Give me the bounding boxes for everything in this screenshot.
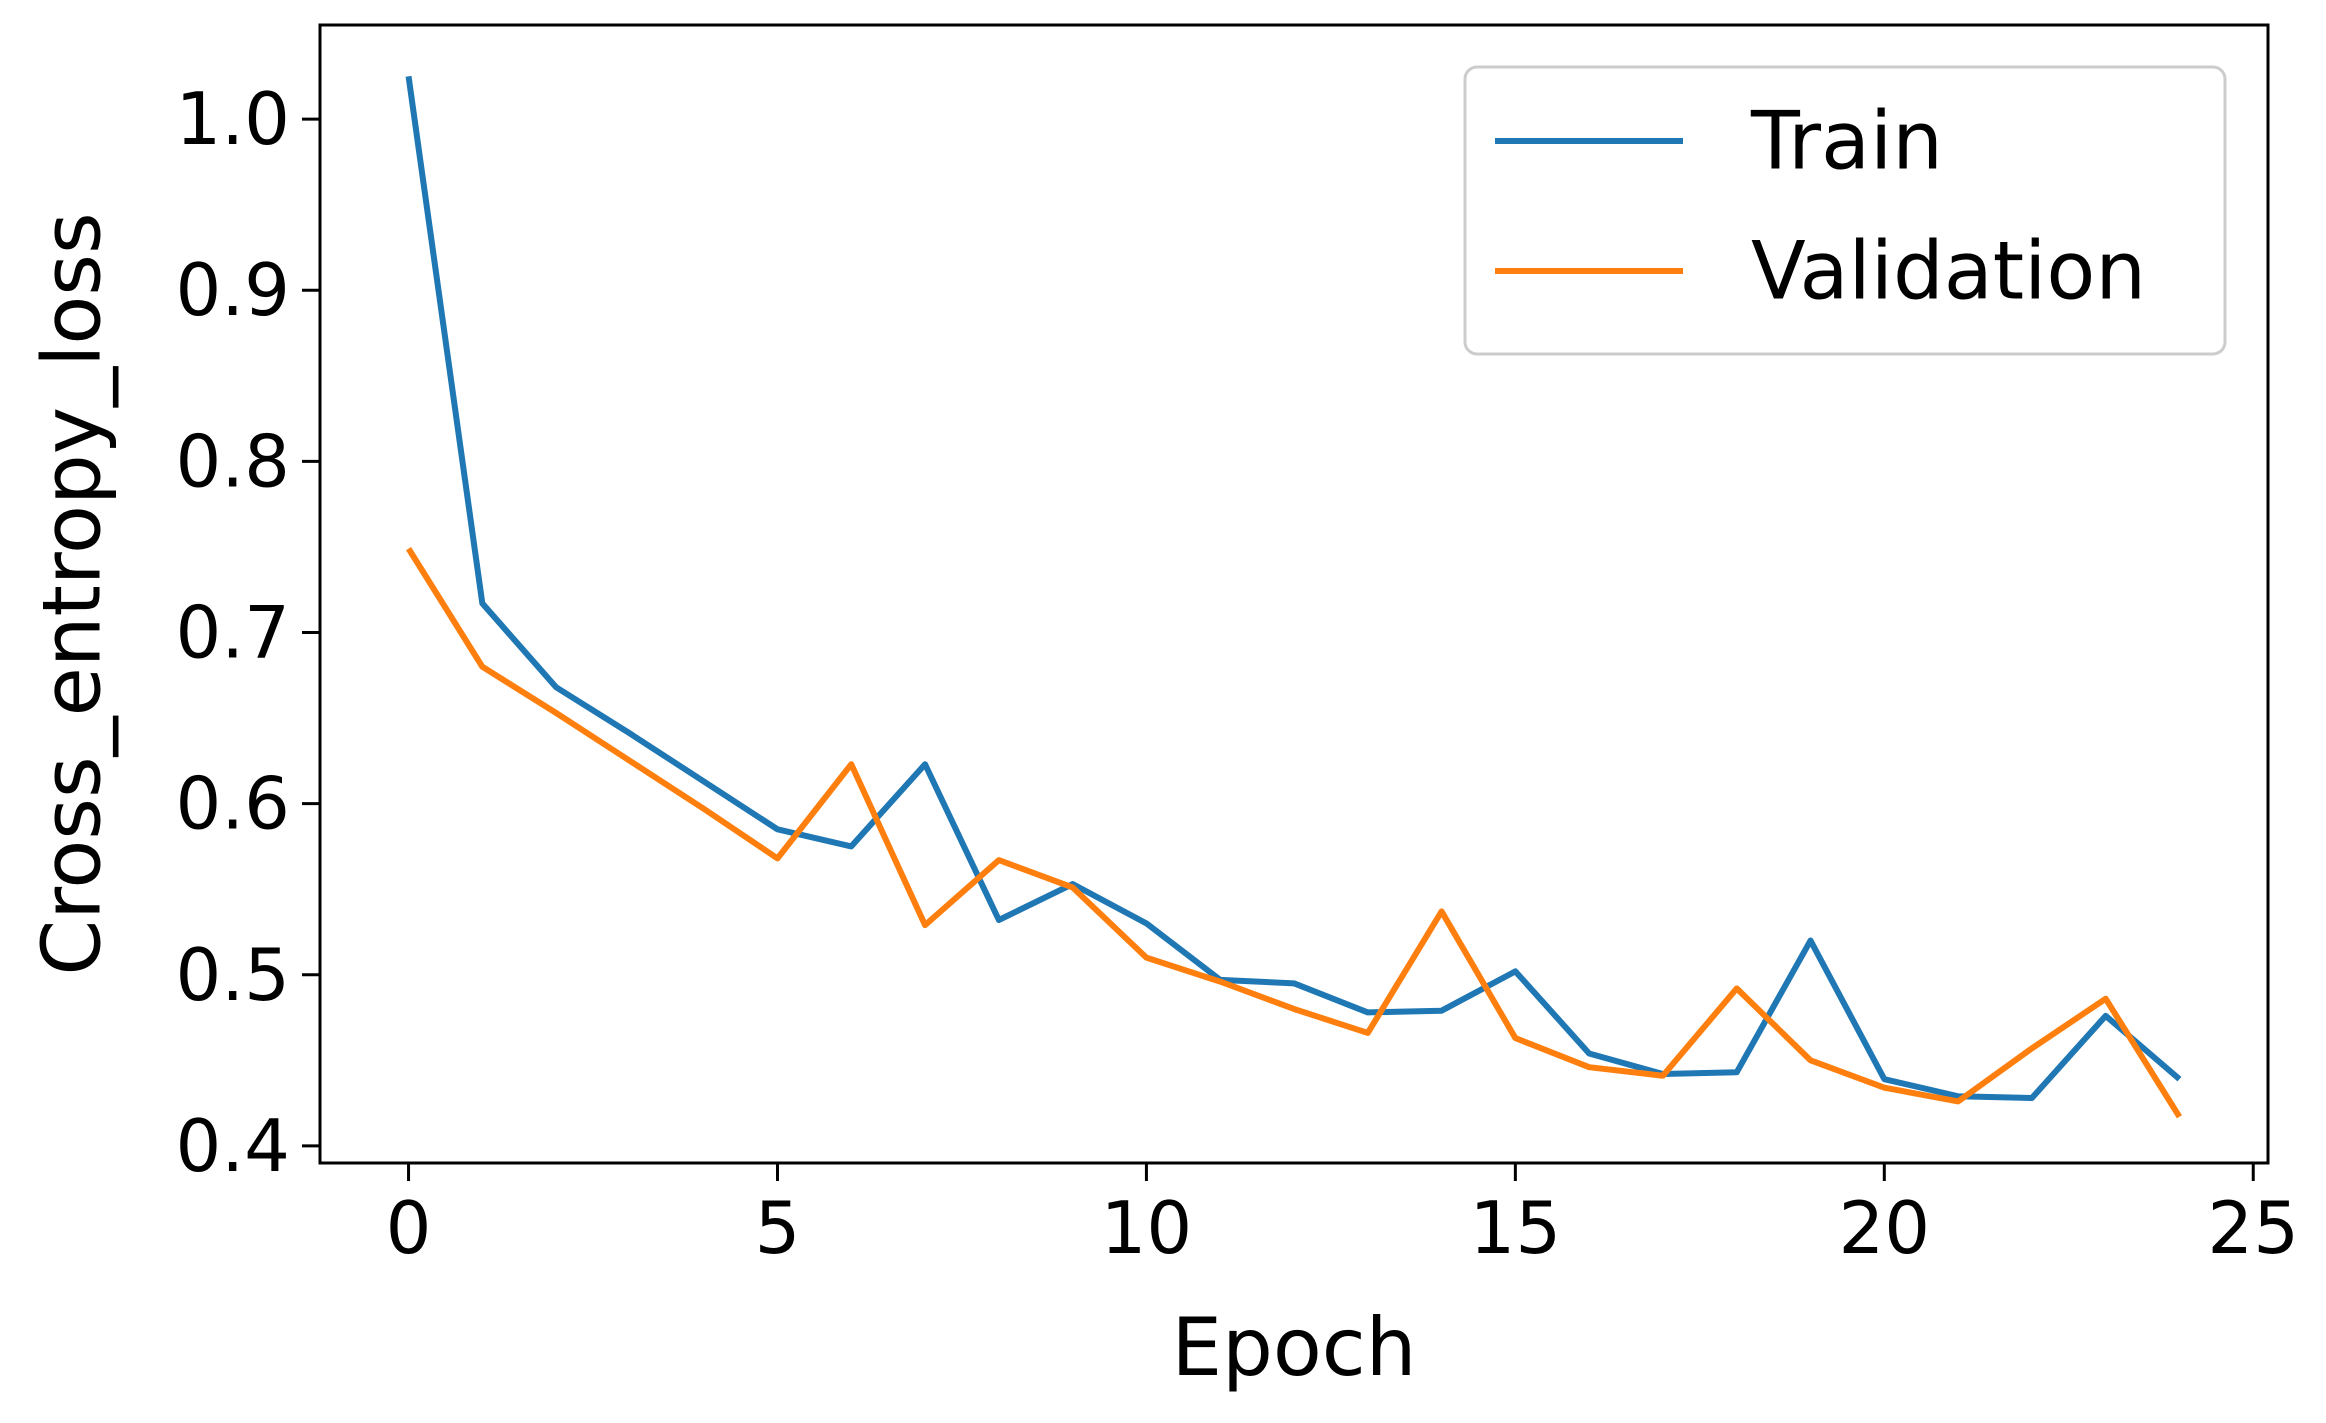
series-line-validation	[406, 547, 2182, 1119]
y-axis-title: Cross_entropy_loss	[26, 212, 119, 975]
x-tick-label: 0	[386, 1186, 432, 1270]
legend-label-validation: Validation	[1751, 225, 2146, 318]
series-layer	[405, 75, 2182, 1119]
plot-area-frame	[318, 23, 2270, 1165]
x-tick-label: 20	[1838, 1186, 1930, 1270]
y-tick-label: 0.9	[175, 248, 290, 332]
y-tick-label: 0.7	[175, 591, 290, 675]
y-tick-label: 1.0	[175, 77, 290, 161]
y-tick-label: 0.5	[175, 933, 290, 1017]
x-axis-title: Epoch	[1172, 1301, 1417, 1394]
x-tick-label: 15	[1470, 1186, 1562, 1270]
x-axis-ticks: 0 5 10 15 20 25	[386, 1163, 2299, 1270]
x-tick-label: 25	[2207, 1186, 2299, 1270]
series-line-train	[405, 75, 2182, 1101]
y-tick-label: 0.8	[175, 419, 290, 503]
y-tick-label: 0.6	[175, 762, 290, 846]
legend-label-train: Train	[1750, 95, 1943, 188]
y-tick-label: 0.4	[175, 1104, 290, 1188]
x-tick-label: 10	[1101, 1186, 1193, 1270]
legend: Train Validation	[1463, 65, 2227, 356]
x-tick-label: 5	[755, 1186, 801, 1270]
y-axis-ticks: 0.4 0.5 0.6 0.7 0.8 0.9 1.0	[175, 77, 320, 1188]
